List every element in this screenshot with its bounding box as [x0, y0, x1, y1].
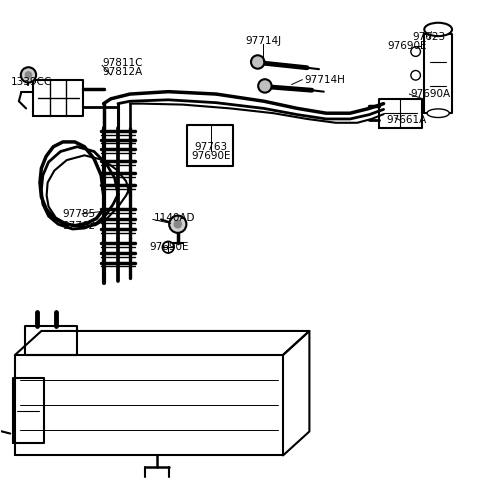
Text: 97690E: 97690E	[149, 242, 189, 252]
Text: 97812A: 97812A	[102, 67, 143, 77]
Text: 97690E: 97690E	[388, 41, 427, 51]
Text: 97661A: 97661A	[386, 115, 426, 125]
Text: 97763: 97763	[195, 142, 228, 152]
Text: 97811C: 97811C	[102, 58, 143, 68]
Circle shape	[258, 79, 272, 93]
Text: 97714H: 97714H	[305, 75, 346, 85]
Circle shape	[173, 220, 182, 228]
Ellipse shape	[424, 23, 452, 36]
Text: 97714J: 97714J	[245, 36, 281, 46]
Circle shape	[21, 67, 36, 83]
Text: 1140AD: 1140AD	[154, 213, 195, 223]
Circle shape	[169, 216, 186, 233]
Text: 97690A: 97690A	[410, 89, 450, 99]
Circle shape	[24, 71, 32, 79]
Text: 1339CC: 1339CC	[11, 77, 52, 87]
Text: 97623: 97623	[412, 32, 445, 42]
Circle shape	[251, 55, 264, 69]
Text: 97690E: 97690E	[192, 151, 231, 161]
Ellipse shape	[427, 109, 449, 117]
Text: 97785: 97785	[62, 209, 95, 219]
Text: 97762: 97762	[62, 221, 95, 231]
